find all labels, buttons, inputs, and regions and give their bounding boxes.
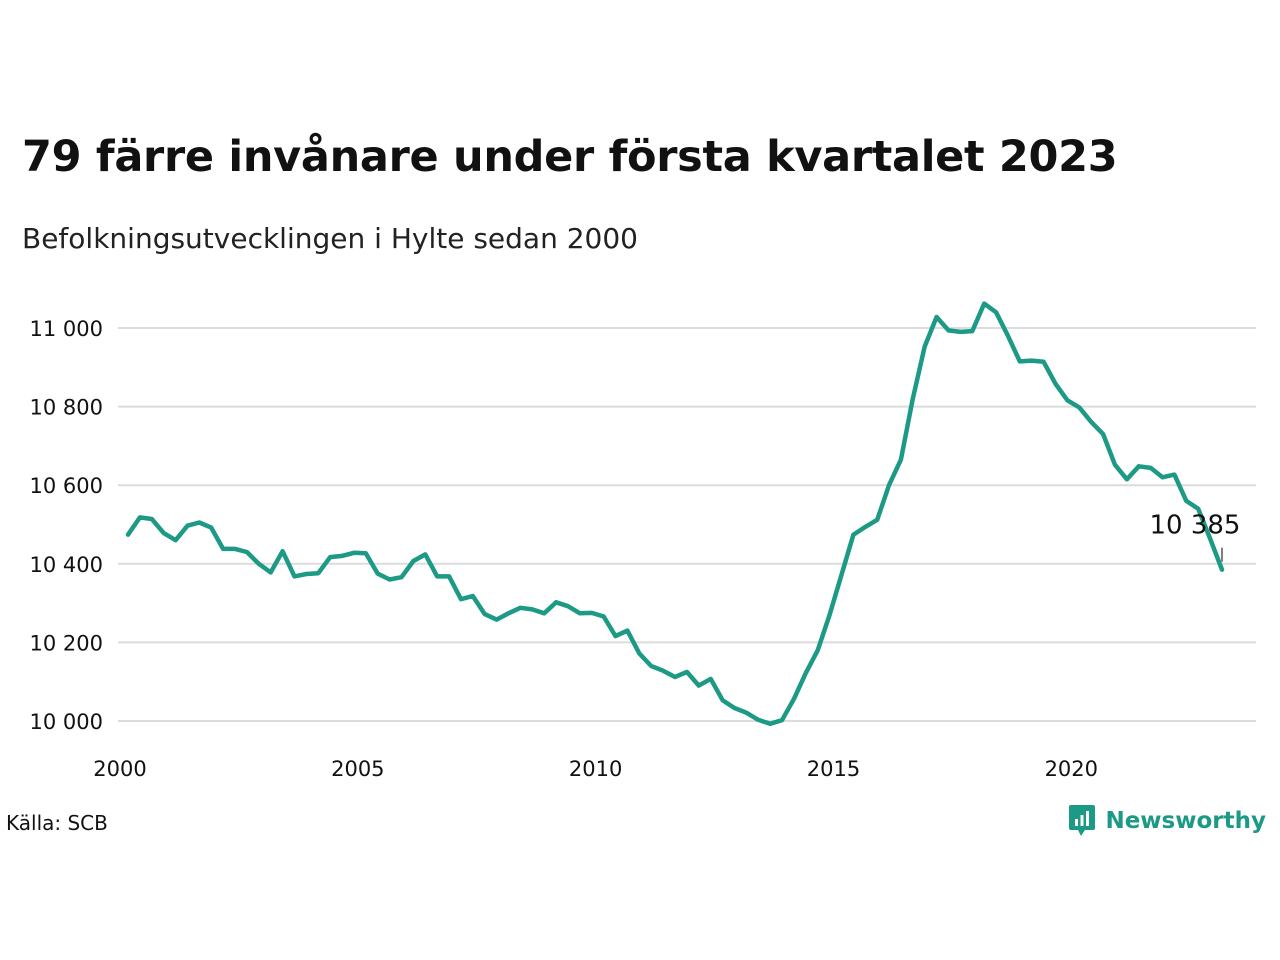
y-axis-tick-labels: 10 000 10 200 10 400 10 600 10 800 11 000	[30, 317, 103, 734]
y-tick-label: 10 600	[30, 474, 103, 498]
annotation-label: 10 385	[1150, 511, 1241, 541]
y-tick-label: 10 800	[30, 396, 103, 420]
chart-subtitle: Befolkningsutvecklingen i Hylte sedan 20…	[22, 222, 638, 255]
chart-title: 79 färre invånare under första kvartalet…	[22, 132, 1118, 182]
x-tick-label: 2000	[93, 757, 146, 781]
x-tick-label: 2020	[1045, 757, 1098, 781]
series-group	[125, 301, 1225, 727]
grid-lines	[118, 327, 1256, 722]
brand-logo: Newsworthy	[1067, 804, 1266, 838]
series-line-0	[125, 301, 1225, 727]
x-axis-tick-labels: 2000 2005 2010 2015 2020	[93, 757, 1098, 781]
source-label: Källa: SCB	[6, 811, 108, 835]
annotation-group: 10 385	[1150, 511, 1241, 562]
y-tick-label: 10 400	[30, 553, 103, 577]
x-tick-label: 2010	[569, 757, 622, 781]
y-tick-label: 11 000	[30, 317, 103, 341]
x-tick-label: 2005	[331, 757, 384, 781]
y-tick-label: 10 000	[30, 710, 103, 734]
newsworthy-logo-icon	[1069, 805, 1096, 836]
y-tick-label: 10 200	[30, 631, 103, 655]
brand-name: Newsworthy	[1105, 808, 1266, 834]
x-tick-label: 2015	[807, 757, 860, 781]
